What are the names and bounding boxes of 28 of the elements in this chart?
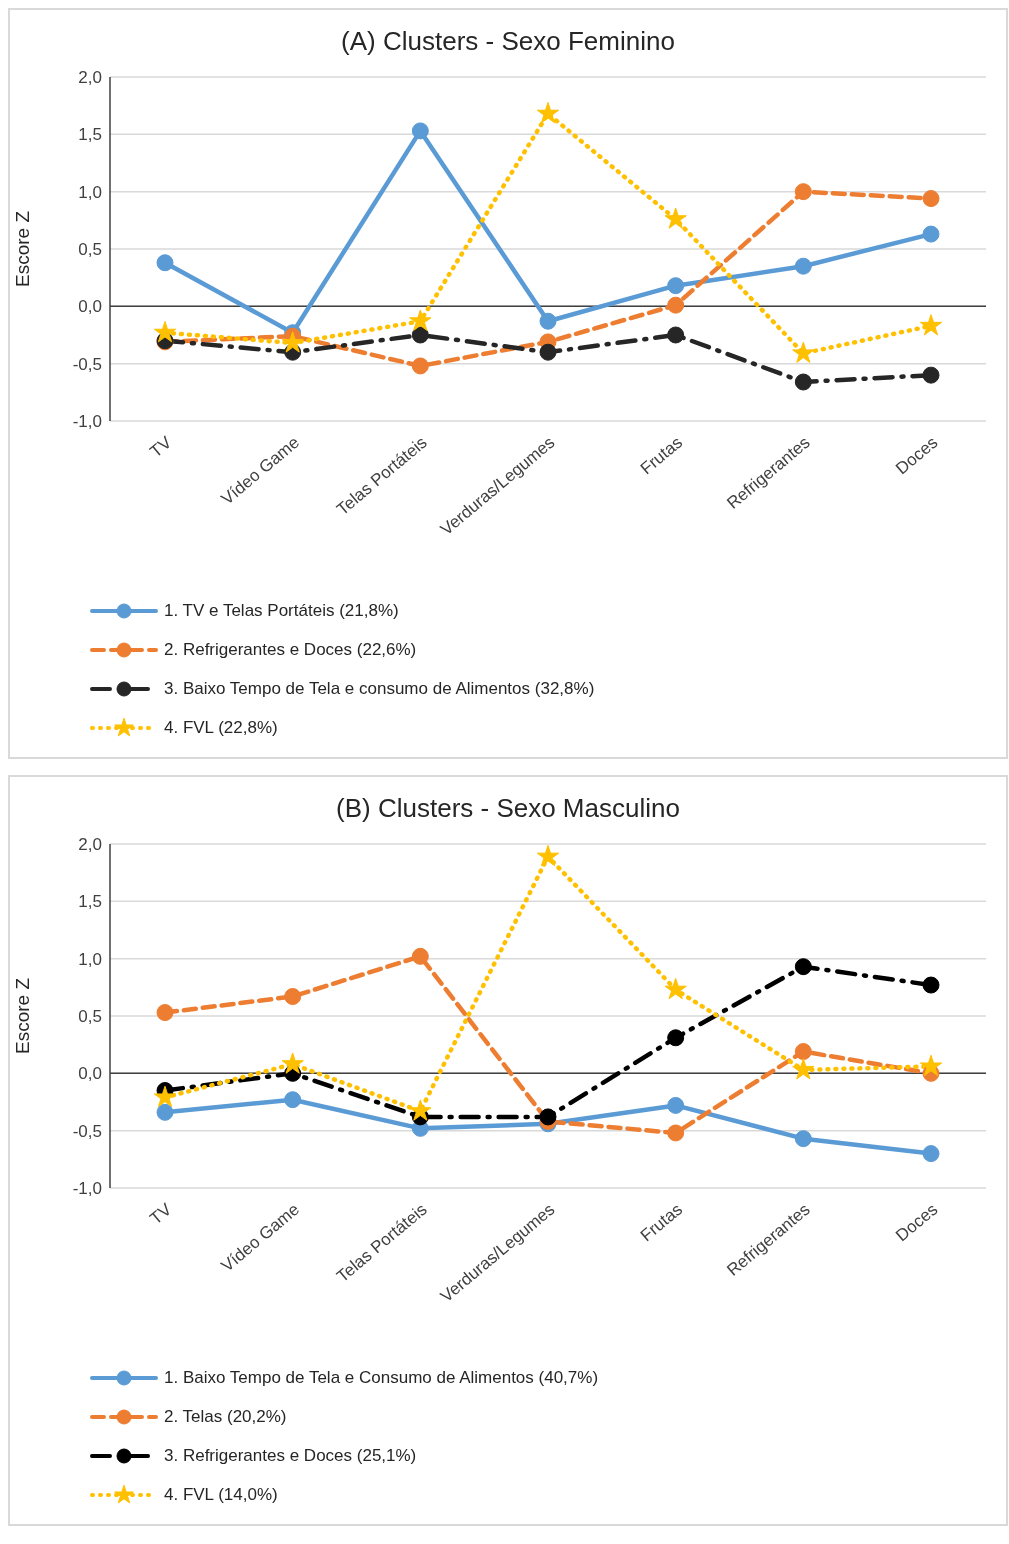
y-tick-label: 0,0	[78, 1064, 102, 1084]
y-axis-title: Escore Z	[11, 210, 33, 288]
y-tick-label: -0,5	[72, 354, 102, 374]
legend-label: 2. Telas (20,2%)	[164, 1406, 287, 1427]
y-tick-label: 2,0	[78, 68, 102, 88]
y-tick-label: 1,0	[78, 182, 102, 202]
legend-label: 4. FVL (14,0%)	[164, 1484, 278, 1505]
y-tick-label: 0,5	[78, 1007, 102, 1027]
y-tick-label: 2,0	[78, 835, 102, 855]
x-tick-label: TV	[146, 1199, 176, 1229]
legend-label: 3. Refrigerantes e Doces (25,1%)	[164, 1445, 417, 1466]
y-tick-label: -1,0	[72, 412, 102, 432]
y-axis-title: Escore Z	[11, 977, 33, 1055]
chart-title: (B) Clusters - Sexo Masculino	[335, 792, 681, 824]
legend-label: 1. TV e Telas Portáteis (21,8%)	[164, 600, 399, 621]
y-tick-label: 0,5	[78, 240, 102, 260]
y-tick-label: 1,0	[78, 949, 102, 969]
y-tick-label: -0,5	[72, 1121, 102, 1141]
y-tick-label: 1,5	[78, 892, 102, 912]
legend-label: 3. Baixo Tempo de Tela e consumo de Alimentos (32,8%)	[164, 678, 595, 699]
legend-label: 4. FVL (22,8%)	[164, 717, 278, 738]
legend-label: 2. Refrigerantes e Doces (22,6%)	[164, 639, 417, 660]
x-tick-label: TV	[146, 432, 176, 462]
legend-label: 1. Baixo Tempo de Tela e Consumo de Alimentos (40,7%)	[164, 1367, 599, 1388]
y-tick-label: 1,5	[78, 125, 102, 145]
y-tick-label: -1,0	[72, 1179, 102, 1199]
y-tick-label: 0,0	[78, 297, 102, 317]
chart-title: (A) Clusters - Sexo Feminino	[340, 25, 676, 57]
